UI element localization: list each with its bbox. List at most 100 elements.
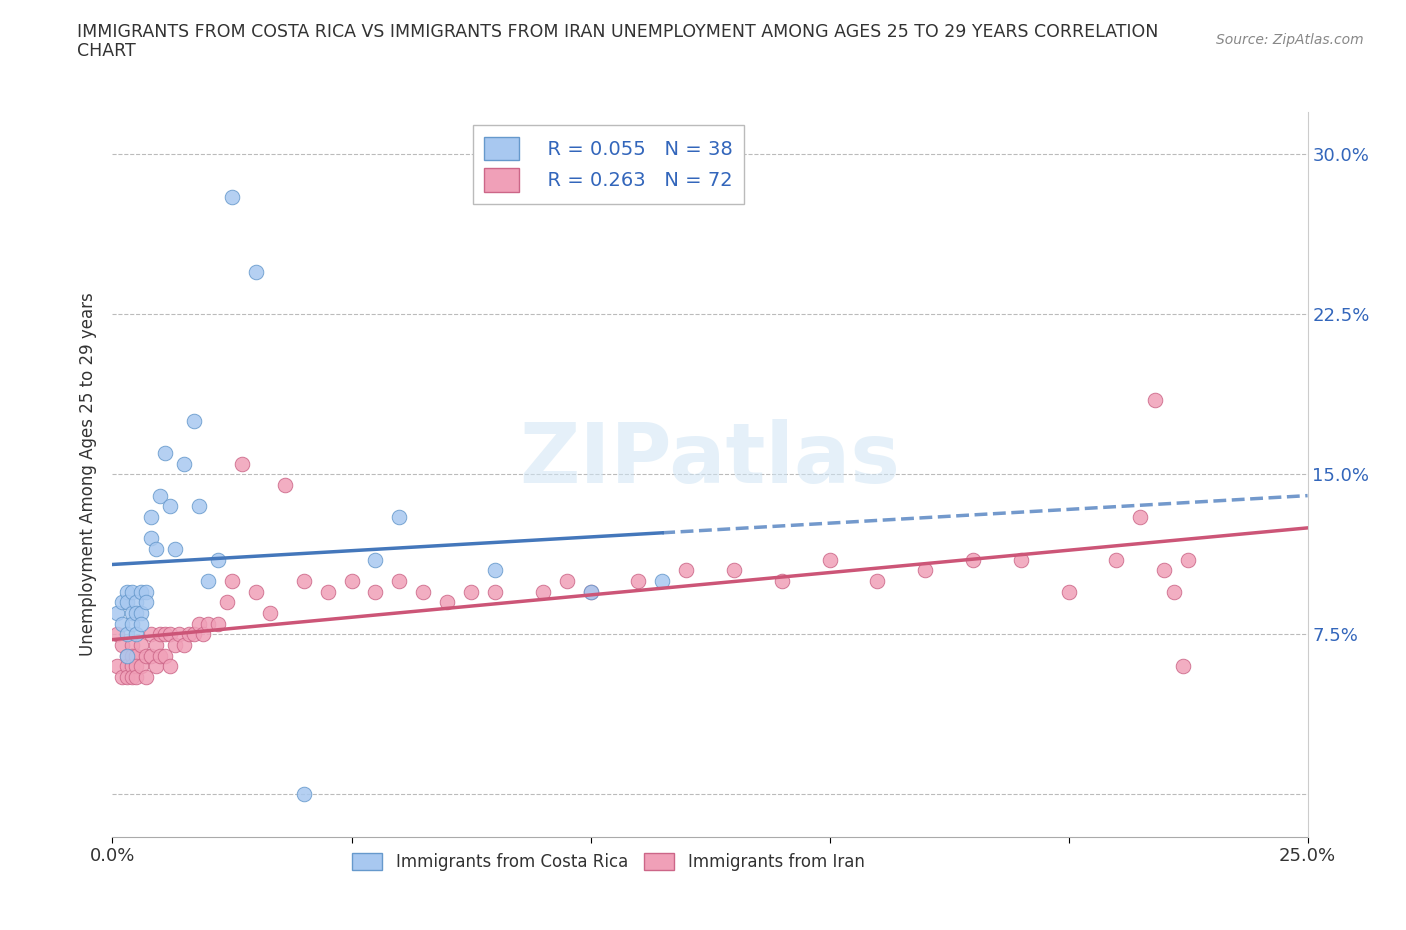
Point bbox=[129, 605, 152, 620]
Point bbox=[125, 595, 148, 610]
Point bbox=[197, 617, 219, 631]
Point bbox=[197, 574, 219, 589]
Point bbox=[579, 584, 602, 599]
Point bbox=[340, 574, 363, 589]
Point bbox=[484, 563, 506, 578]
Point bbox=[273, 477, 295, 492]
Point bbox=[460, 584, 482, 599]
Point bbox=[292, 787, 315, 802]
Point bbox=[364, 584, 387, 599]
Point bbox=[105, 658, 128, 673]
Point bbox=[135, 670, 157, 684]
Point bbox=[187, 617, 209, 631]
Point bbox=[169, 627, 191, 642]
Point bbox=[139, 531, 162, 546]
Point bbox=[1010, 552, 1032, 567]
Point bbox=[531, 584, 554, 599]
Point bbox=[651, 574, 673, 589]
Point bbox=[111, 595, 134, 610]
Point bbox=[125, 627, 148, 642]
Point bbox=[111, 617, 134, 631]
Point bbox=[245, 264, 267, 279]
Point bbox=[159, 498, 181, 513]
Point bbox=[115, 584, 138, 599]
Point bbox=[173, 457, 195, 472]
Point bbox=[135, 648, 157, 663]
Point bbox=[139, 510, 162, 525]
Y-axis label: Unemployment Among Ages 25 to 29 years: Unemployment Among Ages 25 to 29 years bbox=[79, 292, 97, 657]
Point bbox=[115, 658, 138, 673]
Legend: Immigrants from Costa Rica, Immigrants from Iran: Immigrants from Costa Rica, Immigrants f… bbox=[344, 844, 873, 880]
Point bbox=[207, 552, 229, 567]
Point bbox=[121, 584, 143, 599]
Point bbox=[129, 584, 152, 599]
Point bbox=[231, 457, 253, 472]
Point bbox=[111, 638, 134, 653]
Text: Source: ZipAtlas.com: Source: ZipAtlas.com bbox=[1216, 33, 1364, 46]
Point bbox=[129, 617, 152, 631]
Point bbox=[139, 648, 162, 663]
Point bbox=[125, 648, 148, 663]
Point bbox=[436, 595, 458, 610]
Point bbox=[183, 627, 205, 642]
Point bbox=[153, 648, 176, 663]
Point bbox=[818, 552, 841, 567]
Point bbox=[1057, 584, 1080, 599]
Point bbox=[245, 584, 267, 599]
Point bbox=[627, 574, 650, 589]
Point bbox=[149, 648, 172, 663]
Point bbox=[217, 595, 239, 610]
Point bbox=[125, 670, 148, 684]
Point bbox=[364, 552, 387, 567]
Point bbox=[115, 648, 138, 663]
Point bbox=[139, 627, 162, 642]
Point bbox=[121, 617, 143, 631]
Point bbox=[145, 658, 167, 673]
Point bbox=[962, 552, 984, 567]
Point bbox=[914, 563, 936, 578]
Point bbox=[111, 670, 134, 684]
Point bbox=[145, 541, 167, 556]
Point bbox=[129, 658, 152, 673]
Point bbox=[723, 563, 745, 578]
Point bbox=[135, 584, 157, 599]
Point bbox=[129, 638, 152, 653]
Point bbox=[221, 190, 243, 205]
Point bbox=[121, 648, 143, 663]
Point bbox=[207, 617, 229, 631]
Point bbox=[221, 574, 243, 589]
Point bbox=[177, 627, 200, 642]
Point bbox=[1143, 392, 1166, 407]
Point bbox=[105, 627, 128, 642]
Point bbox=[1129, 510, 1152, 525]
Point bbox=[163, 541, 186, 556]
Point bbox=[105, 605, 128, 620]
Point bbox=[1153, 563, 1175, 578]
Point bbox=[159, 658, 181, 673]
Point bbox=[125, 605, 148, 620]
Point bbox=[159, 627, 181, 642]
Point bbox=[135, 595, 157, 610]
Point bbox=[115, 670, 138, 684]
Point bbox=[125, 658, 148, 673]
Point bbox=[388, 574, 411, 589]
Point bbox=[173, 638, 195, 653]
Point bbox=[121, 638, 143, 653]
Point bbox=[187, 498, 209, 513]
Point bbox=[484, 584, 506, 599]
Point bbox=[121, 605, 143, 620]
Point bbox=[149, 488, 172, 503]
Point bbox=[388, 510, 411, 525]
Point bbox=[153, 445, 176, 460]
Point bbox=[259, 605, 281, 620]
Point bbox=[770, 574, 793, 589]
Point bbox=[183, 414, 205, 429]
Text: IMMIGRANTS FROM COSTA RICA VS IMMIGRANTS FROM IRAN UNEMPLOYMENT AMONG AGES 25 TO: IMMIGRANTS FROM COSTA RICA VS IMMIGRANTS… bbox=[77, 23, 1159, 41]
Point bbox=[555, 574, 578, 589]
Point bbox=[1177, 552, 1199, 567]
Point bbox=[1105, 552, 1128, 567]
Point bbox=[193, 627, 215, 642]
Point bbox=[121, 658, 143, 673]
Point bbox=[153, 627, 176, 642]
Point bbox=[412, 584, 434, 599]
